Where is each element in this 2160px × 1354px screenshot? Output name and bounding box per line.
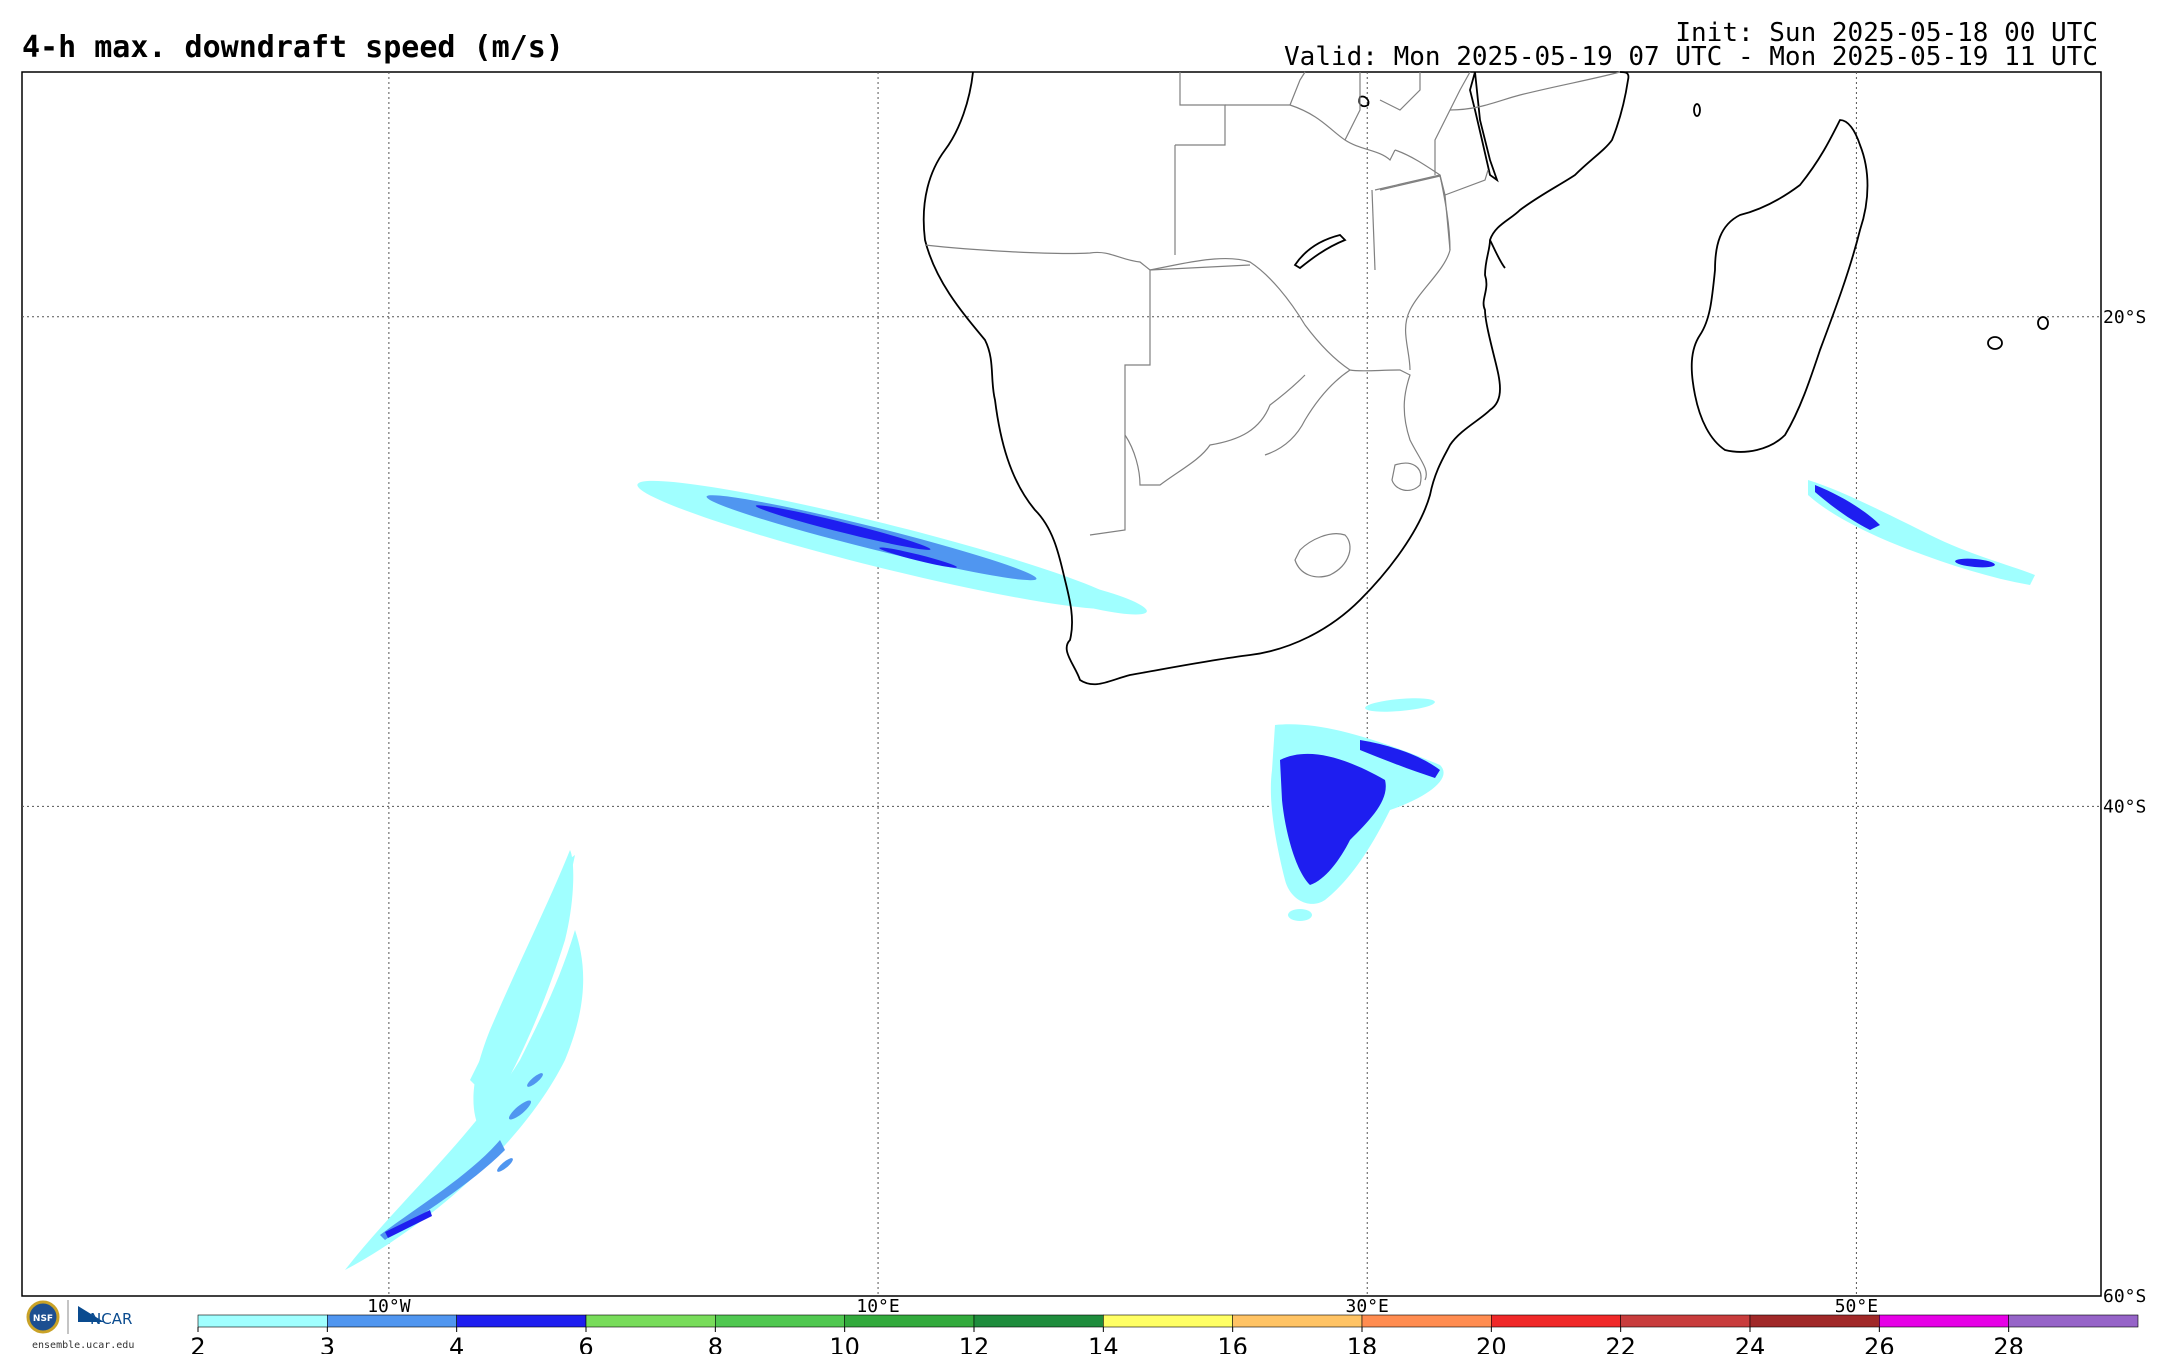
colorbar-tick-label: 18	[1347, 1333, 1378, 1354]
field-atlantic-streak	[637, 480, 1147, 615]
eswatini-border	[1391, 462, 1422, 492]
colorbar-tick-label: 28	[1993, 1333, 2024, 1354]
ncar-text: NCAR	[90, 1310, 132, 1328]
colorbar-swatch	[844, 1314, 975, 1328]
colorbar-tick-label: 12	[959, 1333, 990, 1354]
colorbar-swatch	[585, 1314, 716, 1328]
reunion-outline	[2037, 316, 2049, 330]
lat-tick-label: 60°S	[2103, 1286, 2146, 1307]
colorbar-swatch	[1491, 1314, 1621, 1328]
map-title: 4-h max. downdraft speed (m/s)	[22, 30, 564, 65]
colorbar-tick-label: 6	[578, 1333, 593, 1354]
colorbar-swatch	[197, 1314, 328, 1328]
colorbar-swatch	[715, 1314, 845, 1328]
colorbar-swatch	[456, 1314, 587, 1328]
lesotho-border	[1294, 533, 1351, 578]
colorbar: 2 3 4 6 8 10 12 14 16 18 20 22 24 26 28	[190, 1314, 2139, 1354]
init-time: Init: Sun 2025-05-18 00 UTC	[1675, 18, 2098, 48]
field-indian-ocean-streak	[1808, 480, 2035, 585]
colorbar-swatch	[1103, 1314, 1233, 1328]
colorbar-tick-label: 2	[190, 1333, 205, 1354]
gridlines: 10°W 10°E 30°E 50°E 20°S 40°S 60°S	[22, 72, 2146, 1317]
lon-tick-label: 30°E	[1346, 1296, 1389, 1317]
lon-tick-label: 10°W	[367, 1296, 411, 1317]
lon-tick-label: 10°E	[856, 1296, 899, 1317]
lon-tick-label: 50°E	[1835, 1296, 1878, 1317]
lat-tick-label: 20°S	[2103, 307, 2146, 328]
colorbar-swatch	[973, 1314, 1104, 1328]
valid-time: Valid: Mon 2025-05-19 07 UTC - Mon 2025-…	[1284, 42, 2098, 72]
mauritius-outline	[1987, 336, 2003, 350]
colorbar-swatch	[327, 1314, 457, 1328]
colorbar-tick-label: 26	[1864, 1333, 1895, 1354]
colorbar-swatch	[2008, 1314, 2139, 1328]
nsf-seal-text: NSF	[33, 1314, 53, 1324]
colorbar-swatch	[1749, 1314, 1880, 1328]
colorbar-tick-label: 10	[829, 1333, 860, 1354]
colorbar-swatch	[1361, 1314, 1492, 1328]
africa-coastline	[922, 71, 1630, 686]
zambezi-mozambique-coast	[1489, 239, 1506, 269]
colorbar-tick-label: 14	[1088, 1333, 1119, 1354]
colorbar-swatch	[1620, 1314, 1751, 1328]
colorbar-swatch	[1879, 1314, 2009, 1328]
field-southern-cluster	[1270, 698, 1444, 921]
colorbar-tick-label: 3	[320, 1333, 335, 1354]
colorbar-tick-label: 16	[1217, 1333, 1248, 1354]
map-frame	[21, 71, 2102, 1297]
field-southwest-plume	[345, 850, 584, 1270]
coastlines	[922, 71, 2049, 686]
colorbar-tick-label: 22	[1605, 1333, 1636, 1354]
madagascar-coastline	[1690, 119, 1869, 453]
colorbar-tick-label: 4	[449, 1333, 464, 1354]
colorbar-tick-label: 20	[1476, 1333, 1507, 1354]
ncar-swoosh-icon	[78, 1306, 104, 1322]
ensemble-site-text: ensemble.ucar.edu	[32, 1340, 134, 1351]
nsf-seal-icon	[26, 1300, 60, 1334]
colorbar-swatch	[1232, 1314, 1363, 1328]
downdraft-fields	[345, 480, 2035, 1270]
colorbar-tick-label: 8	[708, 1333, 723, 1354]
country-borders	[924, 71, 1621, 578]
lat-tick-label: 40°S	[2103, 796, 2146, 817]
comoros-outline	[1693, 103, 1701, 117]
lake-kariba-outline	[1293, 234, 1347, 270]
colorbar-tick-label: 24	[1735, 1333, 1766, 1354]
lake-malawi-outline	[1469, 71, 1499, 183]
nsf-ncar-logo: NSF NCAR ensemble.ucar.edu	[26, 1300, 134, 1351]
